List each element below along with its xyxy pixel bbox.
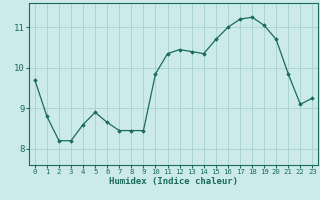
- X-axis label: Humidex (Indice chaleur): Humidex (Indice chaleur): [109, 177, 238, 186]
